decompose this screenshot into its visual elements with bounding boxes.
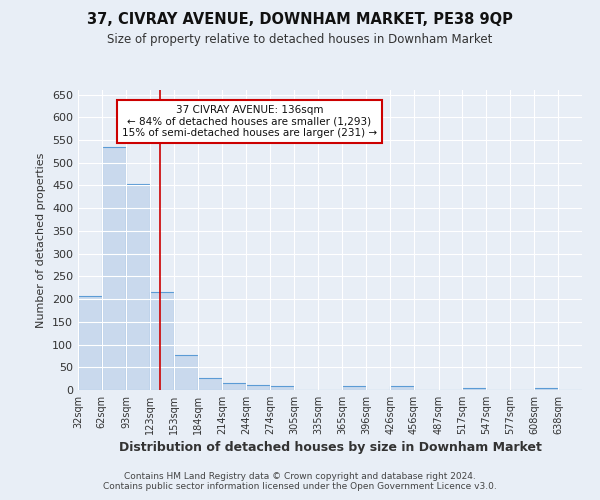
Bar — [222, 382, 246, 390]
Bar — [174, 354, 199, 390]
Bar — [127, 184, 150, 390]
Text: 37 CIVRAY AVENUE: 136sqm
← 84% of detached houses are smaller (1,293)
15% of sem: 37 CIVRAY AVENUE: 136sqm ← 84% of detach… — [122, 105, 377, 138]
Bar — [463, 388, 486, 390]
Y-axis label: Number of detached properties: Number of detached properties — [37, 152, 46, 328]
Bar — [342, 386, 367, 390]
Text: Contains HM Land Registry data © Crown copyright and database right 2024.: Contains HM Land Registry data © Crown c… — [124, 472, 476, 481]
Bar — [390, 386, 414, 390]
X-axis label: Distribution of detached houses by size in Downham Market: Distribution of detached houses by size … — [119, 442, 541, 454]
Text: Contains public sector information licensed under the Open Government Licence v3: Contains public sector information licen… — [103, 482, 497, 491]
Text: 37, CIVRAY AVENUE, DOWNHAM MARKET, PE38 9QP: 37, CIVRAY AVENUE, DOWNHAM MARKET, PE38 … — [87, 12, 513, 28]
Bar — [102, 147, 127, 390]
Bar — [150, 292, 174, 390]
Bar — [246, 384, 270, 390]
Text: Size of property relative to detached houses in Downham Market: Size of property relative to detached ho… — [107, 32, 493, 46]
Bar — [78, 296, 102, 390]
Bar — [535, 388, 558, 390]
Bar — [199, 378, 222, 390]
Bar — [270, 386, 295, 390]
